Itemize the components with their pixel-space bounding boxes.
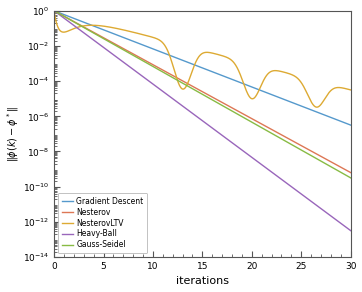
- Gauss-Seidel: [52, 9, 56, 13]
- Gauss-Seidel: [170, 76, 174, 79]
- X-axis label: iterations: iterations: [176, 277, 229, 286]
- Heavy-Ball: [194, 115, 199, 118]
- Gradient Descent: [111, 32, 115, 35]
- Nesterov: [52, 9, 56, 13]
- Gauss-Seidel: [111, 42, 115, 46]
- Gauss-Seidel: [194, 89, 199, 93]
- Line: Heavy-Ball: Heavy-Ball: [54, 11, 351, 231]
- Nesterov: [150, 63, 155, 66]
- Y-axis label: $\|\phi(k) - \phi^*\|$: $\|\phi(k) - \phi^*\|$: [5, 106, 21, 162]
- NesterovLTV: [150, 35, 155, 39]
- Gradient Descent: [150, 47, 155, 51]
- Line: Gradient Descent: Gradient Descent: [54, 11, 351, 125]
- Gradient Descent: [335, 118, 340, 122]
- Heavy-Ball: [349, 229, 353, 232]
- Legend: Gradient Descent, Nesterov, NesterovLTV, Heavy-Ball, Gauss-Seidel: Gradient Descent, Nesterov, NesterovLTV,…: [58, 193, 147, 253]
- Line: NesterovLTV: NesterovLTV: [54, 11, 351, 107]
- Nesterov: [232, 107, 236, 111]
- Heavy-Ball: [335, 219, 340, 223]
- NesterovLTV: [232, 61, 236, 65]
- Heavy-Ball: [111, 53, 115, 56]
- Line: Gauss-Seidel: Gauss-Seidel: [54, 11, 351, 178]
- Heavy-Ball: [150, 82, 155, 86]
- Nesterov: [170, 73, 174, 77]
- Heavy-Ball: [170, 97, 174, 100]
- Gauss-Seidel: [349, 176, 353, 180]
- Gauss-Seidel: [335, 168, 340, 172]
- Heavy-Ball: [232, 142, 236, 146]
- Nesterov: [335, 164, 340, 167]
- NesterovLTV: [194, 59, 199, 62]
- NesterovLTV: [111, 26, 115, 29]
- Gradient Descent: [232, 78, 236, 82]
- Gradient Descent: [52, 9, 56, 13]
- Nesterov: [194, 87, 199, 90]
- NesterovLTV: [335, 86, 340, 89]
- NesterovLTV: [170, 61, 174, 65]
- NesterovLTV: [52, 9, 56, 13]
- NesterovLTV: [315, 105, 319, 109]
- NesterovLTV: [349, 88, 353, 92]
- Nesterov: [111, 41, 115, 45]
- Gradient Descent: [349, 123, 353, 127]
- Gradient Descent: [194, 64, 199, 67]
- Gauss-Seidel: [150, 65, 155, 68]
- Heavy-Ball: [52, 9, 56, 13]
- Nesterov: [349, 171, 353, 174]
- Gauss-Seidel: [232, 110, 236, 114]
- Gradient Descent: [170, 55, 174, 58]
- Line: Nesterov: Nesterov: [54, 11, 351, 173]
